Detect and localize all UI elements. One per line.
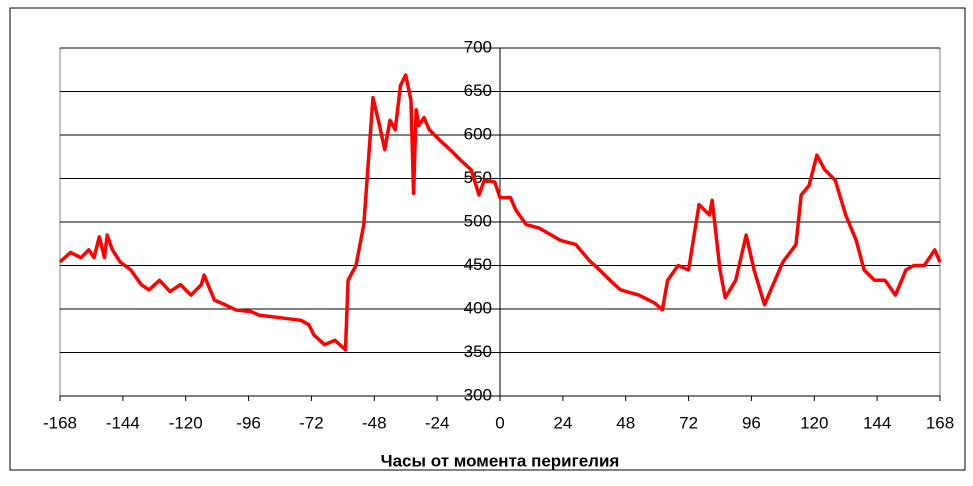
x-tick-label: -96 <box>236 413 261 432</box>
y-tick-label: 300 <box>464 385 492 404</box>
x-tick-label: -48 <box>362 413 387 432</box>
x-tick-label: -24 <box>425 413 450 432</box>
x-tick-label: -120 <box>169 413 203 432</box>
x-tick-label: 120 <box>800 413 828 432</box>
x-tick-label: 72 <box>679 413 698 432</box>
x-axis-title: Часы от момента перигелия <box>381 451 620 470</box>
x-tick-label: 168 <box>926 413 954 432</box>
y-tick-label: 450 <box>464 255 492 274</box>
x-tick-label: -72 <box>299 413 324 432</box>
y-tick-label: 400 <box>464 298 492 317</box>
x-tick-label: 48 <box>616 413 635 432</box>
data-line <box>58 73 942 352</box>
x-tick-label: -168 <box>43 413 77 432</box>
x-tick-label: 144 <box>863 413 891 432</box>
x-tick-label: -144 <box>106 413 140 432</box>
y-tick-label: 550 <box>464 168 492 187</box>
x-tick-label: 96 <box>742 413 761 432</box>
y-tick-label: 650 <box>464 81 492 100</box>
y-tick-label: 500 <box>464 211 492 230</box>
x-tick-label: 24 <box>553 413 572 432</box>
y-tick-label: 350 <box>464 342 492 361</box>
x-tick-label: 0 <box>495 413 504 432</box>
y-tick-label: 700 <box>464 37 492 56</box>
chart-frame <box>9 7 966 471</box>
y-tick-label: 600 <box>464 124 492 143</box>
